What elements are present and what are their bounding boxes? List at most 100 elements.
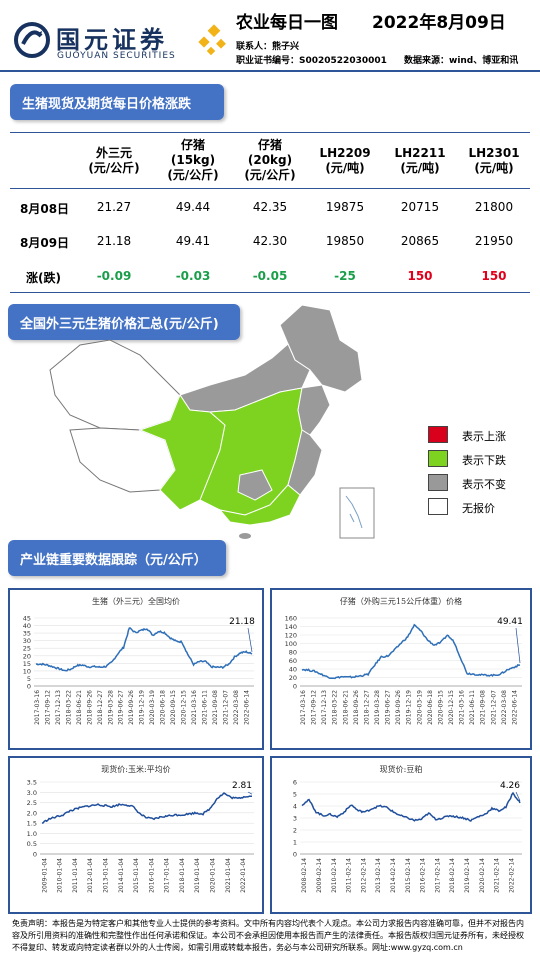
legend-label-flat: 表示不变 [462,478,506,491]
y-tick-label: 2 [293,827,297,835]
x-tick-label: 2012-02-14 [360,858,367,893]
col-header-line: LH2209 [319,146,371,160]
x-tick-label: 2017-03-16 [300,690,307,725]
x-tick-label: 2020-09-15 [437,690,444,725]
x-tick-label: 2020-03-19 [149,690,156,725]
data-source: 数据来源：wind、博亚和讯 [404,56,519,66]
map-region-gray-southeast [287,429,323,496]
x-tick-label: 2022-03-08 [501,690,508,725]
y-tick-label: 2.5 [27,799,37,807]
x-tick-label: 2019-06-27 [385,690,392,725]
x-tick-label: 2018-09-26 [353,690,360,725]
china-price-map [49,304,375,539]
x-tick-label: 2018-06-21 [76,690,83,725]
table-cell: 42.30 [252,234,288,248]
map-region-green-south [218,484,301,526]
series-line [301,623,521,680]
series-line [41,792,252,824]
price-table: 外三元 (元/公斤) 仔猪 (15kg) (元/公斤) 仔猪 (20kg) (元… [0,0,540,300]
section-banner-price-change: 生猪现货及期货每日价格涨跌 [10,84,224,120]
y-tick-label: 0 [293,683,297,691]
x-tick-label: 2011-02-14 [346,858,353,893]
annotation-leader [247,791,253,795]
x-tick-label: 2022-03-08 [233,690,240,725]
x-tick-label: 2019-06-27 [118,690,125,725]
inset-islands [345,495,363,529]
x-tick-label: 2019-09-26 [395,690,402,725]
col-header-line: (元/公斤) [244,168,296,182]
col-header-line: (元/公斤) [167,168,219,182]
y-tick-label: 0.5 [27,840,37,848]
x-tick-label: 2019-03-28 [374,690,381,725]
annotation-label: 49.41 [497,617,523,627]
logo: 国元证券 GUOYUAN SECURITIES [0,0,240,68]
x-tick-label: 2018-02-14 [449,858,456,893]
disclaimer-text: 免责声明：本报告是为特定客户和其他专业人士提供的参考资料。文中所有内容均代表个人… [12,919,524,952]
x-tick-label: 2021-03-16 [191,690,198,725]
change-cell: -25 [334,269,356,283]
col-header-line: (元/吨) [400,161,440,175]
chart-piglet-price: 仔猪（外购三元15公斤体重）价格 0 20 40 60 80 100 120 140 160 201… [270,588,532,750]
y-tick-label: 3.5 [27,779,37,787]
x-tick-label: 2013-02-14 [375,858,382,893]
chart-title: 现货价:玉米:平均价 [101,764,170,774]
y-tick-label: 35 [23,630,31,638]
x-tick-label: 2020-01-04 [210,858,217,893]
x-tick-label: 2021-09-08 [212,690,219,725]
header-divider [0,70,540,72]
y-tick-label: 100 [285,640,297,648]
x-tick-label: 2017-03-16 [34,690,41,725]
annotation-leader [515,627,521,664]
x-tick-label: 2019-09-26 [128,690,135,725]
y-tick-label: 3 [293,815,297,823]
col-header-line: (元/公斤) [88,161,140,175]
x-tick-label: 2020-06-18 [427,690,434,725]
change-cell: -0.03 [175,269,211,283]
legend-label-up: 表示上涨 [462,430,506,443]
map-region-gray-center [237,469,273,501]
annotation-leader [247,627,253,653]
x-tick-label: 2017-01-04 [164,858,171,893]
col-header-line: 外三元 [95,146,132,160]
change-cell: -0.05 [252,269,288,283]
x-tick-label: 2021-06-11 [469,690,476,725]
legend-label-none: 无报价 [462,502,495,515]
x-tick-label: 2022-06-14 [511,690,518,725]
col-header-line: LH2211 [394,146,446,160]
table-bottom-rule [10,292,530,293]
table-cell: 21800 [474,200,514,214]
x-tick-label: 2020-03-19 [416,690,423,725]
y-tick-label: 0 [293,851,297,859]
x-tick-label: 2021-09-08 [480,690,487,725]
col-header-piglet-20: 仔猪 (20kg) (元/公斤) [237,138,303,183]
y-tick-label: 6 [293,779,297,787]
x-tick-label: 2014-02-14 [390,858,397,893]
annotation-label: 4.26 [500,781,520,791]
cert-number: 职业证书编号：S0020522030001 [236,56,387,66]
y-tick-label: 30 [23,637,31,645]
x-tick-label: 2021-03-16 [459,690,466,725]
x-tick-label: 2020-02-14 [479,858,486,893]
x-tick-label: 2019-12-19 [406,690,413,725]
x-tick-label: 2019-03-28 [107,690,114,725]
y-tick-label: 0 [33,851,37,859]
x-tick-label: 2020-09-15 [170,690,177,725]
y-tick-label: 0 [27,683,31,691]
y-tick-label: 5 [293,791,297,799]
col-header-lh2209: LH2209 (元/吨) [312,146,378,176]
disclaimer: 免责声明：本报告是为特定客户和其他专业人士提供的参考资料。文中所有内容均代表个人… [12,918,530,954]
decorative-squares-icon [198,24,226,56]
x-tick-label: 2018-12-27 [97,690,104,725]
x-tick-label: 2022-02-14 [508,858,515,893]
chart-corn-price: 现货价:玉米:平均价 0 0.5 1.0 1.5 2.0 2.5 3.0 3.5 2009-01-… [8,756,264,914]
x-tick-label: 2017-09-12 [311,690,318,725]
table-cell: 49.41 [175,234,211,248]
series-line [301,791,521,822]
map-legend: 表示上涨 表示下跌 表示不变 无报价 [428,426,538,518]
table-cell: 19850 [325,234,365,248]
col-header-line: 仔猪 [257,138,282,152]
x-tick-label: 2009-02-14 [316,858,323,893]
y-tick-label: 120 [285,632,297,640]
x-tick-label: 2021-02-14 [494,858,501,893]
